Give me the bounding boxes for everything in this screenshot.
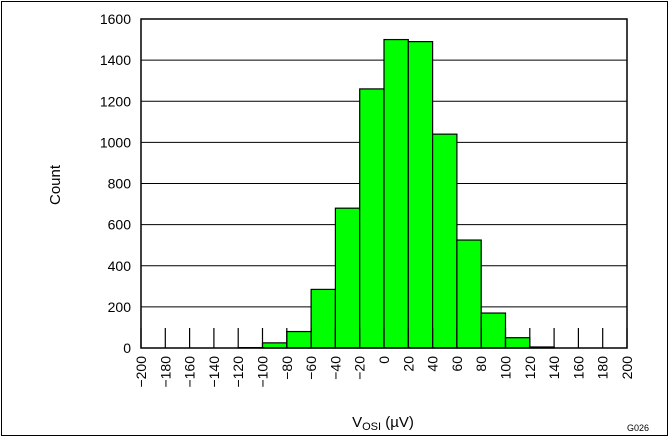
x-tick-label: −140 [206, 356, 222, 388]
x-tick-label: −160 [182, 356, 198, 388]
histogram-bar [359, 88, 385, 349]
axes [140, 18, 628, 349]
y-axis-label: Count [47, 164, 64, 205]
y-tick-label: 1000 [100, 134, 131, 150]
y-tick-label: 800 [108, 176, 132, 192]
x-tick-label: −80 [279, 356, 295, 380]
x-tick-label: 180 [595, 356, 611, 380]
x-tick-label: 160 [570, 356, 586, 380]
x-tick-label: −200 [133, 356, 149, 388]
y-tick-label: 1200 [100, 93, 131, 109]
x-tick-label: 200 [619, 356, 635, 380]
x-tick-label: −120 [230, 356, 246, 388]
histogram-bar [310, 288, 337, 349]
histogram-bar [480, 312, 507, 349]
y-tick-label: 400 [108, 258, 132, 274]
x-tick-label: 60 [449, 356, 465, 372]
x-axis-label-main: V [352, 414, 362, 431]
x-tick-label: −180 [157, 356, 173, 388]
x-tick-label: −60 [303, 356, 319, 380]
histogram-bar [334, 207, 361, 349]
y-tick-label: 1600 [100, 11, 131, 27]
x-tick-label: 140 [546, 356, 562, 380]
histogram-bars [237, 38, 555, 349]
x-tick-label: −100 [255, 356, 271, 388]
x-tick-label: 100 [498, 356, 514, 380]
x-tick-label: 20 [400, 356, 416, 372]
x-tick-label: 40 [425, 356, 441, 372]
x-tick-label: 120 [522, 356, 538, 380]
x-axis-label: VOSI (µV) [352, 414, 414, 433]
histogram-bar [504, 337, 531, 349]
y-tick-label: 1400 [100, 52, 131, 68]
x-tick-label: −40 [327, 356, 343, 380]
x-tick-label: 0 [376, 356, 392, 364]
histogram-bar [383, 38, 409, 349]
y-tick-labels: 0 200 400 600 800 1000 1200 1400 1600 [100, 11, 131, 356]
histogram-bar [286, 330, 312, 349]
histogram-bar [456, 239, 482, 349]
y-tick-label: 200 [108, 299, 132, 315]
y-tick-label: 600 [108, 217, 132, 233]
y-tick-label: 0 [123, 340, 131, 356]
histogram-bar [261, 342, 288, 349]
histogram-bar [407, 41, 434, 349]
x-tick-label: −20 [352, 356, 368, 380]
x-axis-label-unit: (µV) [381, 414, 414, 431]
figure-id: G026 [627, 423, 649, 433]
x-axis-label-subscript: OSI [362, 421, 381, 433]
x-tick-labels: −200 −180 −160 −140 −120 −100 −80 −60 −40 −20 0 20 4… [133, 356, 635, 388]
histogram-bar [432, 133, 458, 349]
x-tick-label: 80 [473, 356, 489, 372]
